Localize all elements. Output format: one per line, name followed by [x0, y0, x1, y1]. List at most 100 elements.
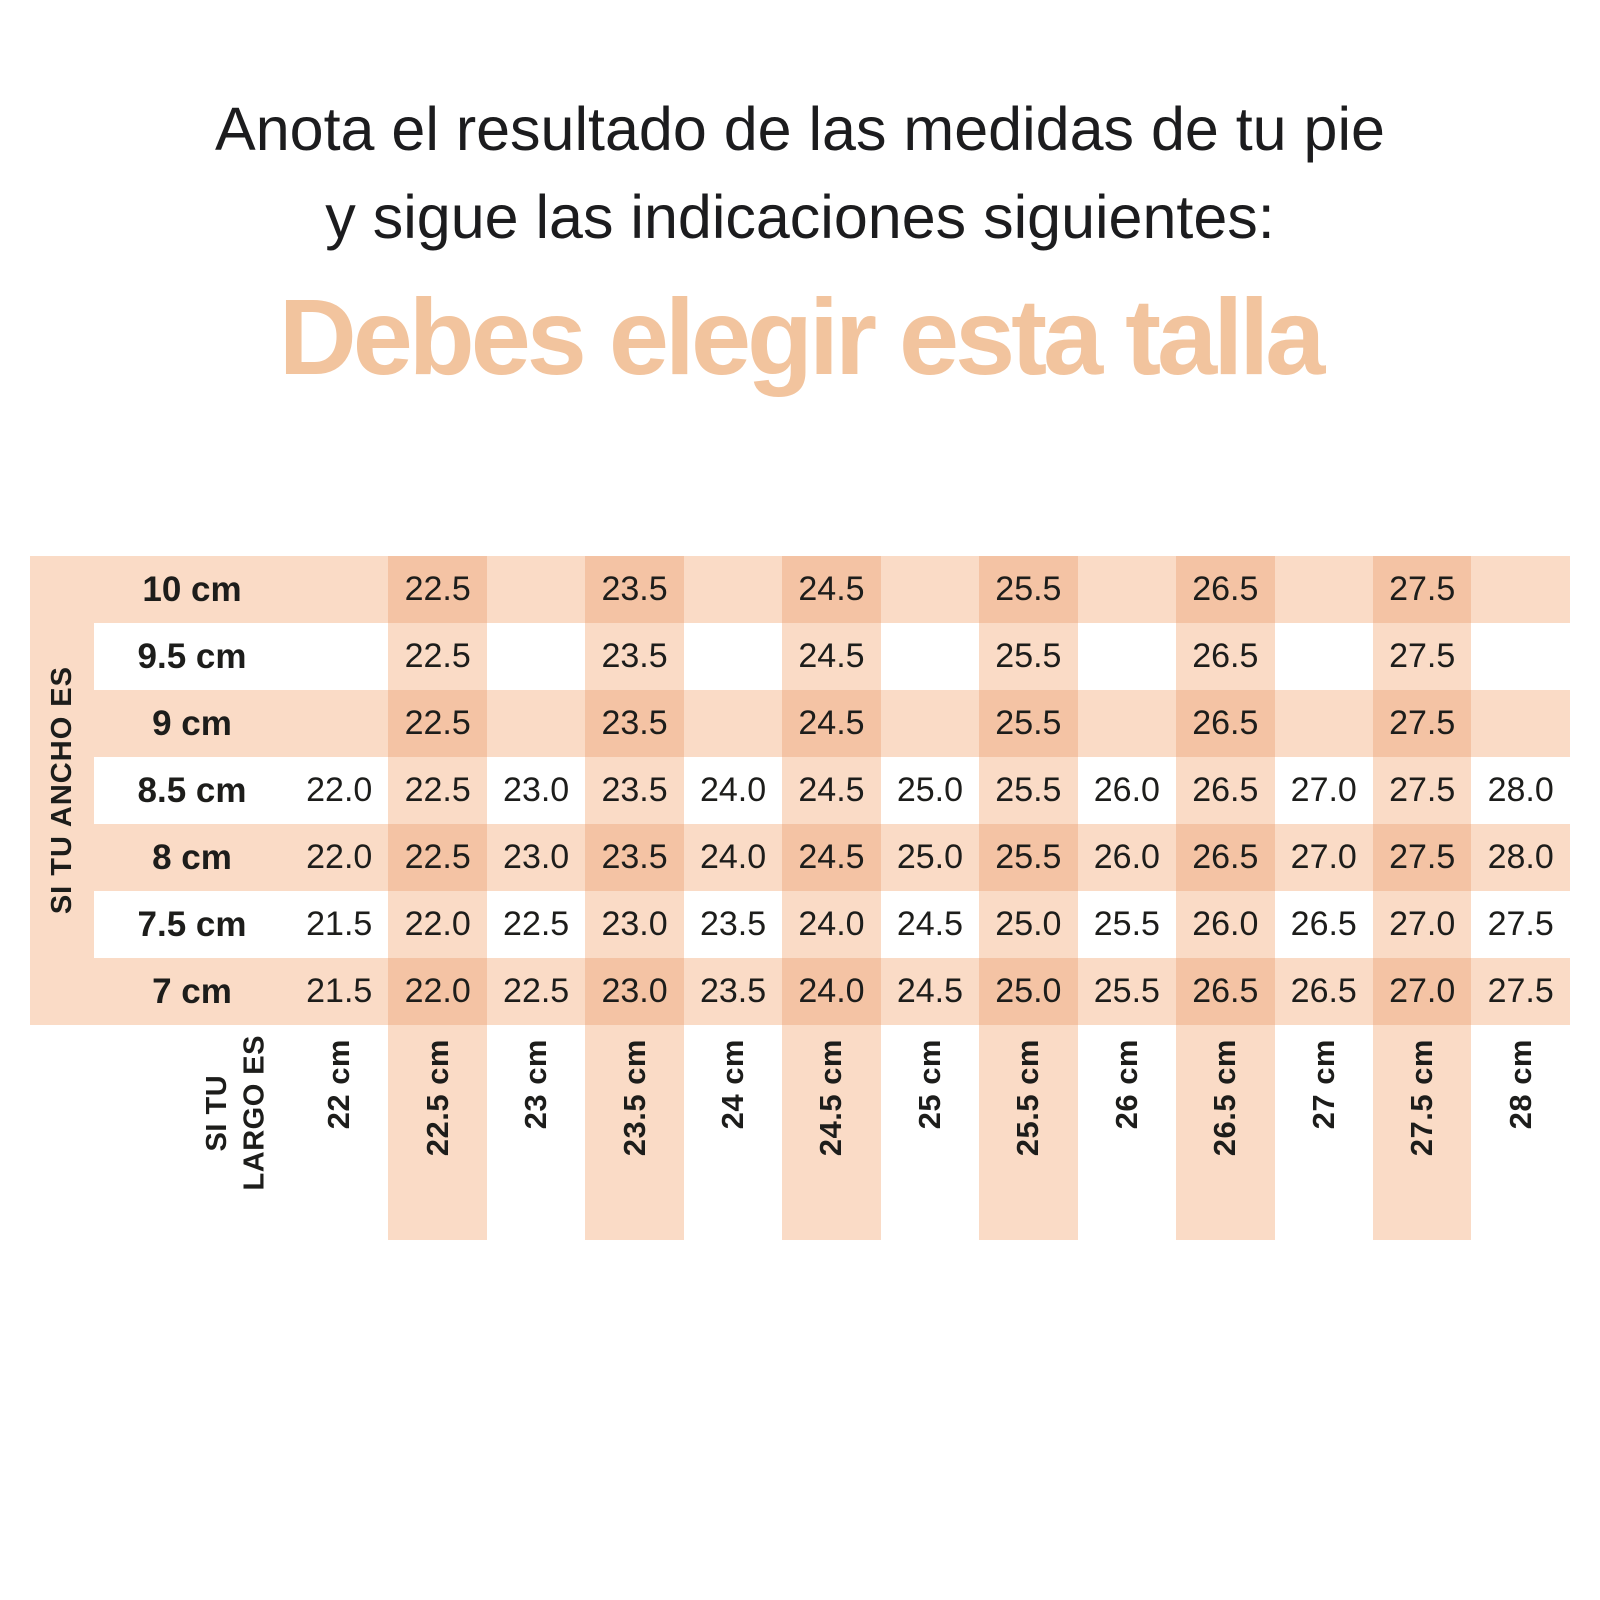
size-cell: 27.5	[1372, 690, 1472, 757]
size-cell: 27.5	[1487, 905, 1554, 943]
column-label-cell: 27.5 cm	[1372, 1025, 1472, 1240]
size-cell	[290, 690, 389, 757]
size-chart-table: SI TU ANCHO ES SI TU LARGO ES 10 cm 22.5 2…	[30, 556, 1570, 1240]
instruction-line-1: Anota el resultado de las medidas de tu …	[215, 95, 1385, 163]
size-cell	[1275, 623, 1373, 690]
size-cell	[1077, 690, 1177, 757]
size-cell: 25.0	[979, 958, 1078, 1025]
column-label: 25.5 cm	[1010, 1039, 1046, 1157]
size-cell: 27.0	[1372, 958, 1472, 1025]
size-cell: 26.5	[1290, 905, 1357, 943]
size-cell: 22.5	[388, 690, 487, 757]
size-cell: 22.5	[503, 905, 570, 943]
column-label: 22.5 cm	[419, 1039, 455, 1157]
size-cell	[880, 690, 980, 757]
size-cell: 25.5	[1077, 958, 1177, 1025]
column-label-cell: 25.5 cm	[979, 1025, 1078, 1240]
size-cell: 22.5	[388, 556, 487, 623]
size-cell	[880, 556, 980, 623]
column-label: 27.5 cm	[1404, 1039, 1440, 1157]
column-label: 28 cm	[1502, 1039, 1538, 1130]
size-cell: 27.5	[1372, 623, 1472, 690]
size-cell: 23.5	[585, 824, 684, 891]
size-cell: 23.0	[503, 771, 570, 809]
size-cell: 24.0	[699, 771, 767, 809]
size-cell: 27.5	[1471, 958, 1570, 1025]
instruction-text: Anota el resultado de las medidas de tu …	[0, 86, 1600, 262]
width-axis-label: SI TU ANCHO ES	[45, 666, 78, 915]
size-cell	[486, 556, 586, 623]
size-cell: 27.5	[1372, 824, 1472, 891]
size-cell	[486, 690, 586, 757]
size-cell: 26.5	[1176, 690, 1275, 757]
size-cell: 25.0	[880, 824, 980, 891]
size-cell: 22.0	[388, 891, 487, 958]
size-cell: 27.0	[1372, 891, 1472, 958]
size-cell: 27.5	[1372, 556, 1472, 623]
size-cell	[1077, 556, 1177, 623]
row-label: 10 cm	[94, 556, 290, 623]
size-cell	[881, 623, 979, 690]
size-cell	[487, 623, 585, 690]
column-label: 23.5 cm	[616, 1039, 652, 1157]
size-cell: 26.5	[1176, 757, 1275, 824]
row-label: 7.5 cm	[137, 904, 247, 944]
row-label: 9 cm	[94, 690, 290, 757]
size-cell: 25.5	[979, 690, 1078, 757]
column-label: 26.5 cm	[1207, 1039, 1243, 1157]
size-cell: 21.5	[306, 905, 373, 943]
size-cell: 26.5	[1176, 623, 1275, 690]
headline-title: Debes elegir esta talla	[278, 276, 1326, 397]
length-axis-cell: SI TU LARGO ES	[30, 1025, 290, 1240]
size-cell: 22.0	[388, 958, 487, 1025]
size-cell: 26.5	[1176, 824, 1275, 891]
size-cell: 26.5	[1176, 556, 1275, 623]
width-axis-cell: SI TU ANCHO ES	[30, 556, 94, 1025]
size-cell: 26.0	[1077, 824, 1177, 891]
size-cell: 22.0	[306, 771, 373, 809]
size-cell: 27.0	[1274, 824, 1373, 891]
size-cell	[1274, 690, 1373, 757]
column-label-cell: 22.5 cm	[388, 1025, 487, 1240]
size-cell: 22.5	[486, 958, 586, 1025]
column-label: 24.5 cm	[813, 1039, 849, 1157]
size-cell: 23.0	[585, 891, 684, 958]
size-cell	[290, 623, 388, 690]
size-cell: 28.0	[1471, 824, 1570, 891]
column-label: 25 cm	[911, 1039, 947, 1130]
column-label-cell: 24 cm	[684, 1025, 782, 1240]
size-cell: 24.0	[782, 958, 881, 1025]
column-label-cell: 26.5 cm	[1176, 1025, 1275, 1240]
size-cell	[683, 690, 783, 757]
size-cell	[1471, 690, 1570, 757]
size-cell: 22.5	[388, 623, 487, 690]
column-label: 23 cm	[518, 1039, 554, 1130]
size-cell	[1274, 556, 1373, 623]
column-label-cell: 24.5 cm	[782, 1025, 881, 1240]
row-label: 9.5 cm	[137, 636, 247, 676]
size-cell	[1471, 623, 1569, 690]
size-cell: 22.5	[388, 824, 487, 891]
size-cell: 23.5	[585, 690, 684, 757]
size-cell: 23.5	[699, 905, 767, 943]
size-cell: 23.0	[486, 824, 586, 891]
column-label-cell: 23 cm	[487, 1025, 585, 1240]
column-label-cell: 27 cm	[1275, 1025, 1373, 1240]
size-cell: 26.5	[1176, 958, 1275, 1025]
size-cell: 24.5	[880, 958, 980, 1025]
size-cell: 27.0	[1290, 771, 1357, 809]
size-cell: 21.5	[290, 958, 389, 1025]
size-cell: 24.5	[782, 623, 881, 690]
column-label-cell: 22 cm	[290, 1025, 388, 1240]
row-label: 8 cm	[94, 824, 290, 891]
size-cell	[290, 556, 389, 623]
size-cell: 23.5	[683, 958, 783, 1025]
size-cell	[1471, 556, 1570, 623]
size-cell: 25.5	[979, 556, 1078, 623]
size-cell: 23.5	[585, 623, 684, 690]
size-cell: 24.5	[782, 757, 881, 824]
size-cell: 24.5	[782, 824, 881, 891]
size-cell	[684, 623, 782, 690]
size-cell: 23.5	[585, 757, 684, 824]
